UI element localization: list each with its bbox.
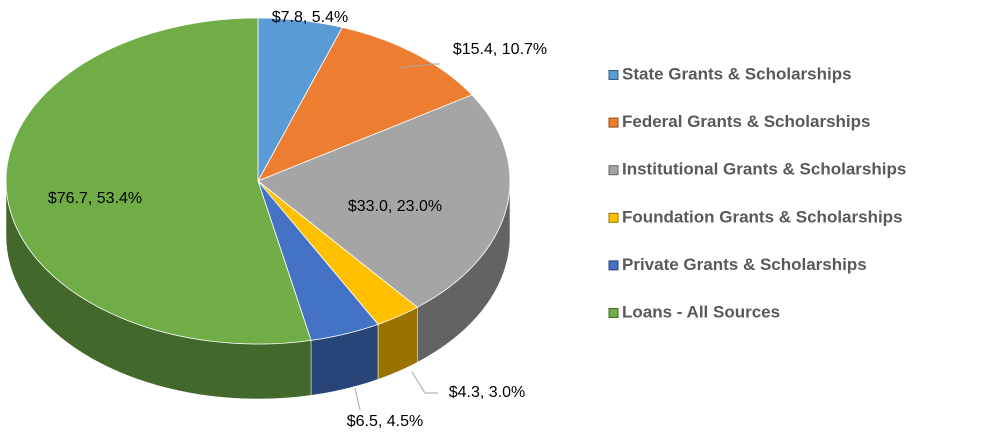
legend-label: Institutional Grants & Scholarships xyxy=(622,160,906,179)
legend-marker xyxy=(608,308,619,318)
data-label: $4.3, 3.0% xyxy=(449,384,526,401)
pie-tops xyxy=(5,17,511,345)
legend-marker xyxy=(608,212,619,223)
leader-line xyxy=(411,371,438,394)
data-label: $7.8, 5.4% xyxy=(272,9,349,26)
data-label: $33.0, 23.0% xyxy=(348,198,442,215)
legend-label: Foundation Grants & Scholarships xyxy=(622,207,903,226)
legend-marker xyxy=(608,165,619,176)
slice xyxy=(5,17,312,345)
data-labels: $7.8, 5.4% $15.4, 10.7% $33.0, 23.0% $4.3, … xyxy=(48,9,547,430)
legend: State Grants & Scholarships Federal Grant… xyxy=(608,64,906,321)
legend-label: State Grants & Scholarships xyxy=(622,64,852,83)
legend-label: Federal Grants & Scholarships xyxy=(622,112,870,131)
slice xyxy=(257,94,511,308)
legend-marker xyxy=(608,70,619,80)
legend-label: Private Grants & Scholarships xyxy=(622,255,867,274)
leader-line xyxy=(399,63,440,69)
data-label: $76.7, 53.4% xyxy=(48,190,142,207)
legend-label: Loans - All Sources xyxy=(622,302,780,321)
leader-line xyxy=(354,387,361,411)
leader-lines xyxy=(354,63,440,411)
data-label: $6.5, 4.5% xyxy=(347,413,424,430)
legend-marker xyxy=(608,117,619,128)
pie-sides xyxy=(5,180,511,400)
legend-marker xyxy=(608,260,619,271)
data-label: $15.4, 10.7% xyxy=(453,41,547,58)
